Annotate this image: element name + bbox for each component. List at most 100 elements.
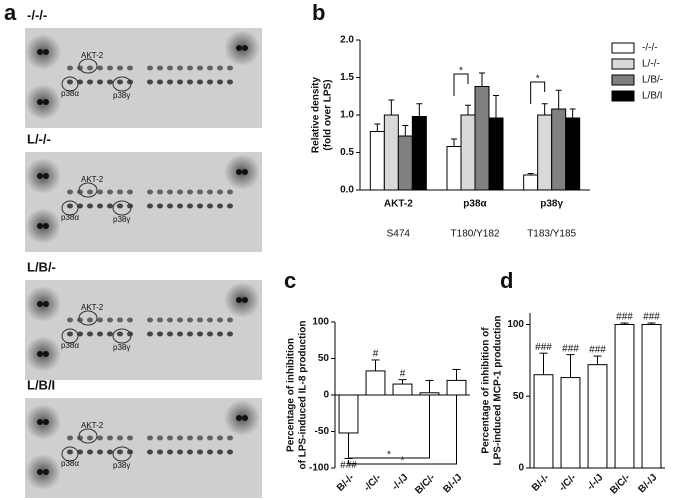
blot-dot: [117, 79, 123, 85]
blot-spot: [43, 419, 49, 425]
y-tick-label: 1.5: [340, 72, 354, 83]
blot-dot: [97, 449, 103, 455]
blot-dot: [117, 65, 123, 71]
blot-dot: [217, 189, 223, 195]
blot-spot: [236, 169, 242, 175]
blot-label: p38α: [61, 459, 79, 468]
blot-dot: [217, 449, 223, 455]
blot-dot: [187, 435, 193, 441]
blot-spot: [37, 419, 43, 425]
blot-dot: [197, 317, 203, 323]
bracket: [530, 81, 546, 104]
blot-label: p38α: [61, 89, 79, 98]
blot-label: p38γ: [113, 343, 130, 352]
blot-dot: [117, 435, 123, 441]
bar: [446, 379, 467, 396]
y-tick-label: 0: [323, 390, 329, 401]
blot: [25, 152, 262, 252]
blot-dot: [147, 65, 153, 71]
blot-dot: [157, 79, 163, 85]
blot-label: AKT-2: [81, 51, 104, 60]
blot-dot: [207, 189, 213, 195]
legend-label: -/-/-: [642, 43, 658, 54]
blot-dot: [97, 317, 103, 323]
x-tick-label: B/C/-: [413, 472, 437, 496]
x-sub-label: S474: [387, 229, 411, 240]
blot-dot: [87, 189, 93, 195]
blot-dot: [217, 65, 223, 71]
blot-dot: [127, 189, 133, 195]
blot-dot: [167, 65, 173, 71]
bar: [551, 108, 567, 191]
x-tick-label: -/-/J: [390, 472, 410, 492]
blot-dot: [127, 203, 133, 209]
y-tick-label: 2.0: [340, 35, 354, 46]
blot-dot: [127, 79, 133, 85]
bar: [641, 323, 662, 469]
blot-dot: [227, 189, 233, 195]
y-tick-label: -50: [315, 426, 330, 437]
blot-label: p38γ: [113, 91, 130, 100]
blot-dot: [227, 317, 233, 323]
y-tick-label: 0: [518, 463, 524, 474]
blot-dot: [107, 435, 113, 441]
blot-dot: [207, 65, 213, 71]
blot-dot: [117, 317, 123, 323]
circle-mark: [78, 428, 98, 444]
blot-label: p38γ: [113, 215, 130, 224]
blot-dot: [97, 65, 103, 71]
annotation: *: [401, 456, 405, 467]
blot-dot: [197, 435, 203, 441]
blot: [25, 398, 262, 498]
blot-dot: [187, 317, 193, 323]
annotation: *: [459, 66, 463, 77]
blot-dot: [177, 203, 183, 209]
blot-dot: [77, 331, 83, 337]
significance: #: [373, 349, 379, 360]
blot-label: AKT-2: [81, 303, 104, 312]
blot-dot: [127, 65, 133, 71]
blot-dot: [177, 189, 183, 195]
x-tick-label: p38γ: [540, 199, 563, 210]
blot-dot: [147, 203, 153, 209]
blot-dot: [217, 435, 223, 441]
blot-dot: [147, 435, 153, 441]
circle-mark: [78, 58, 98, 74]
blot-dot: [87, 449, 93, 455]
blot-dot: [187, 79, 193, 85]
blot-dot: [217, 79, 223, 85]
x-tick-label: -/C/-: [557, 472, 579, 494]
blot-dot: [227, 331, 233, 337]
blot-dot: [107, 331, 113, 337]
blot-spot: [43, 173, 49, 179]
bar: [411, 116, 427, 191]
blot-title: L/B/I: [27, 377, 55, 392]
blot-dot: [77, 79, 83, 85]
circle-mark: [61, 76, 79, 92]
blot-dot: [227, 79, 233, 85]
y-axis-label: Percentage of inhibition of: [481, 327, 492, 454]
blot-spot: [37, 351, 43, 357]
blot-dot: [207, 317, 213, 323]
legend-label: L/-/-: [642, 59, 660, 70]
blot-title: L/B/-: [27, 259, 56, 274]
panel-letter: d: [500, 268, 513, 293]
significance: #: [400, 368, 406, 379]
bar: [560, 377, 581, 469]
blot-dot: [177, 449, 183, 455]
blot-dot: [157, 65, 163, 71]
blot-spot: [236, 45, 242, 51]
x-tick-label: -/C/-: [362, 472, 384, 494]
blot-dot: [67, 65, 73, 71]
blot-spot: [37, 99, 43, 105]
blot-dot: [67, 203, 73, 209]
x-tick-label: -/-/J: [585, 472, 605, 492]
blot-dot: [167, 435, 173, 441]
bar: [338, 394, 359, 434]
blot-dot: [117, 331, 123, 337]
blot-dot: [197, 65, 203, 71]
blot-dot: [87, 435, 93, 441]
bar: [488, 117, 504, 191]
blot-dot: [117, 189, 123, 195]
blot-spot: [37, 223, 43, 229]
